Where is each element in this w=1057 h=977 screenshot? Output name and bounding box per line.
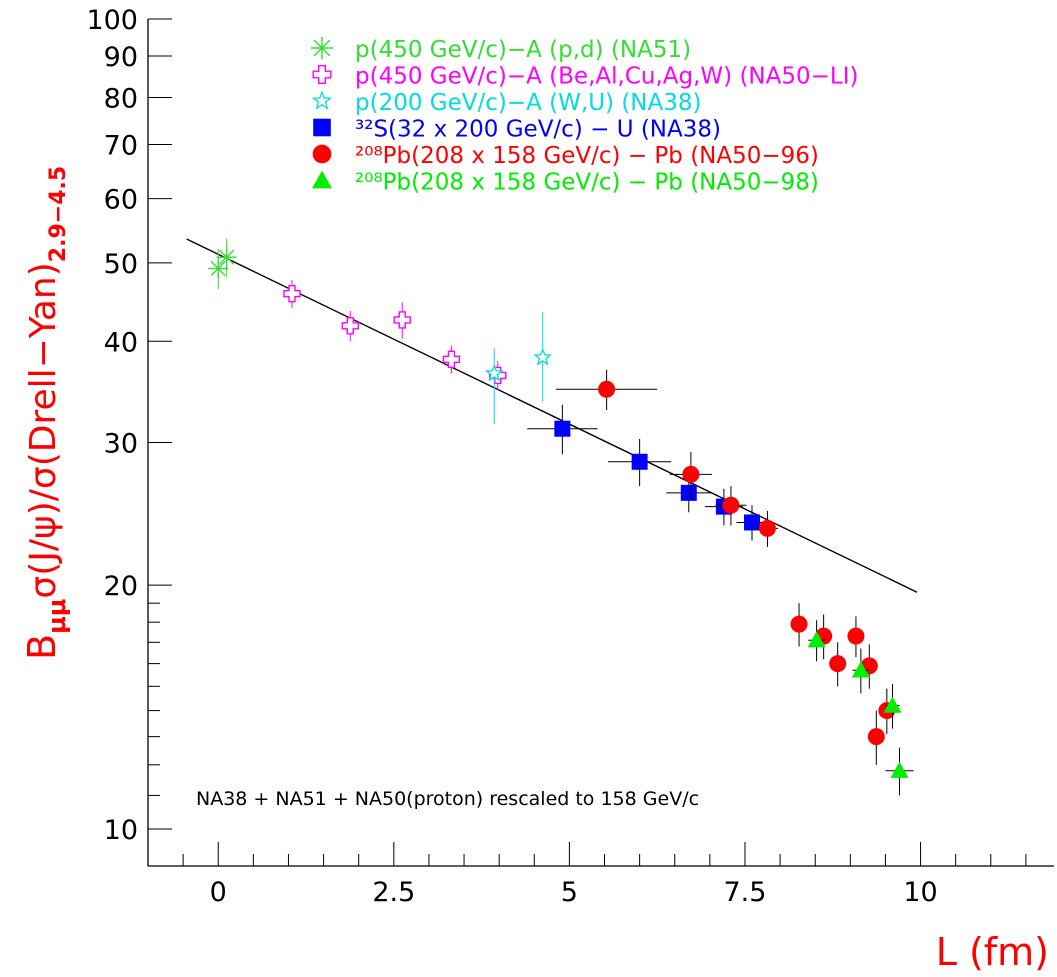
legend-label: ²⁰⁸Pb(208 x 158 GeV/c) − Pb (NA50−98) <box>355 170 819 196</box>
y-tick-label: 80 <box>104 83 138 114</box>
circle-marker <box>722 496 740 514</box>
triangle-marker <box>883 696 902 713</box>
y-tick-label: 70 <box>104 130 138 161</box>
series-5 <box>807 620 914 796</box>
data-point <box>807 620 826 662</box>
data-point <box>341 310 359 342</box>
data-point <box>216 238 237 278</box>
legend-item-1: p(450 GeV/c)−A (Be,Al,Cu,Ag,W) (NA50−LI) <box>312 64 858 90</box>
data-point <box>756 510 778 547</box>
data-point <box>666 474 712 513</box>
square-marker <box>313 118 331 137</box>
asterisk-marker <box>311 37 333 59</box>
data-point <box>556 369 658 411</box>
triangle-marker <box>807 631 826 648</box>
y-tick-label: 90 <box>104 42 138 73</box>
data-point <box>283 280 301 308</box>
data-point <box>715 486 747 526</box>
square-marker <box>554 420 571 437</box>
legend-label: ²⁰⁸Pb(208 x 158 GeV/c) − Pb (NA50−96) <box>355 143 819 169</box>
square-marker <box>631 453 648 470</box>
square-marker <box>744 514 760 531</box>
legend-item-2: p(200 GeV/c)−A (W,U) (NA38) <box>311 90 701 116</box>
open-cross-marker <box>442 350 461 369</box>
x-tick-label: 0 <box>210 877 227 908</box>
fit-line <box>186 238 918 593</box>
circle-marker <box>829 655 847 673</box>
circle-marker <box>682 465 700 483</box>
asterisk-marker <box>216 247 237 268</box>
y-tick-label: 20 <box>104 571 138 602</box>
circle-marker <box>847 627 865 645</box>
legend-label: p(450 GeV/c)−A (p,d) (NA51) <box>355 37 691 63</box>
open-star-marker <box>311 90 333 110</box>
data-point <box>885 747 914 796</box>
series-0 <box>208 238 237 290</box>
triangle-marker <box>890 761 909 778</box>
y-tick-label: 50 <box>104 249 138 280</box>
legend-item-4: ²⁰⁸Pb(208 x 158 GeV/c) − Pb (NA50−96) <box>312 143 819 169</box>
y-tick-label: 10 <box>104 815 138 846</box>
data-point <box>847 616 865 658</box>
legend-label: ³²S(32 x 200 GeV/c) − U (NA38) <box>355 117 721 143</box>
y-tick-label: 60 <box>104 185 138 216</box>
y-tick-label: 100 <box>86 5 138 36</box>
open-star-marker <box>533 347 553 366</box>
circle-marker <box>312 144 332 164</box>
legend-label: p(450 GeV/c)−A (Be,Al,Cu,Ag,W) (NA50−LI) <box>355 64 858 90</box>
axis-tick-labels: 0 2.5 5 7.5 10 10 20 30 40 50 60 70 80 90 100 <box>86 5 937 908</box>
open-cross-marker <box>341 317 359 335</box>
data-point <box>533 311 553 402</box>
x-axis-title: L (fm) <box>936 930 1049 974</box>
data-points <box>208 238 914 796</box>
circle-marker <box>758 519 776 537</box>
y-tick-label: 40 <box>104 327 138 358</box>
data-point <box>208 249 229 290</box>
triangle-marker <box>312 170 332 189</box>
data-point <box>442 345 461 374</box>
y-axis-title-main: σ(J/ψ)/σ(Drell−Yan) <box>23 262 64 598</box>
data-point <box>790 603 808 647</box>
data-point <box>829 642 847 687</box>
x-tick-label: 5 <box>561 877 578 908</box>
square-marker <box>680 484 697 501</box>
legend-item-3: ³²S(32 x 200 GeV/c) − U (NA38) <box>313 117 721 143</box>
y-axis-title: Bμμσ(J/ψ)/σ(Drell−Yan)2.9−4.5 <box>20 166 71 660</box>
open-star-marker <box>484 363 504 382</box>
circle-marker <box>598 380 616 398</box>
data-point <box>484 348 504 425</box>
y-axis-title-main-sub: 2.9−4.5 <box>46 166 71 262</box>
data-point <box>669 452 712 499</box>
legend-item-5: ²⁰⁸Pb(208 x 158 GeV/c) − Pb (NA50−98) <box>312 170 819 196</box>
series-2 <box>484 311 553 425</box>
data-point <box>608 438 672 487</box>
legend-item-0: p(450 GeV/c)−A (p,d) (NA51) <box>311 37 691 63</box>
open-cross-marker <box>283 284 301 303</box>
triangle-marker <box>851 661 870 678</box>
circle-marker <box>867 728 885 746</box>
data-point <box>851 648 870 694</box>
circle-marker <box>790 615 808 633</box>
data-point <box>527 404 598 455</box>
asterisk-marker <box>208 258 229 279</box>
x-tick-label: 7.5 <box>724 877 767 908</box>
x-tick-label: 2.5 <box>372 877 415 908</box>
y-axis-title-prefix-sub: μμ <box>43 599 71 634</box>
open-cross-marker <box>312 64 332 85</box>
x-tick-label: 10 <box>903 877 937 908</box>
axis-ticks <box>147 18 1027 866</box>
legend-label: p(200 GeV/c)−A (W,U) (NA38) <box>355 90 701 116</box>
data-point <box>867 710 885 765</box>
fit-line-group <box>186 238 918 593</box>
open-cross-marker <box>393 311 411 329</box>
data-point <box>393 302 411 339</box>
legend: p(450 GeV/c)−A (p,d) (NA51)p(450 GeV/c)−… <box>311 37 858 196</box>
annotation-text: NA38 + NA51 + NA50(proton) rescaled to 1… <box>196 788 699 810</box>
data-point <box>883 683 902 729</box>
y-axis-title-prefix: B <box>20 634 64 660</box>
y-tick-label: 30 <box>104 429 138 460</box>
